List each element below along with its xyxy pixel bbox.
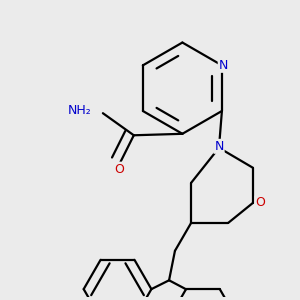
Text: O: O	[114, 163, 124, 176]
Text: N: N	[214, 140, 224, 153]
Text: N: N	[219, 59, 228, 72]
Text: O: O	[255, 196, 265, 209]
Text: NH₂: NH₂	[68, 104, 91, 117]
